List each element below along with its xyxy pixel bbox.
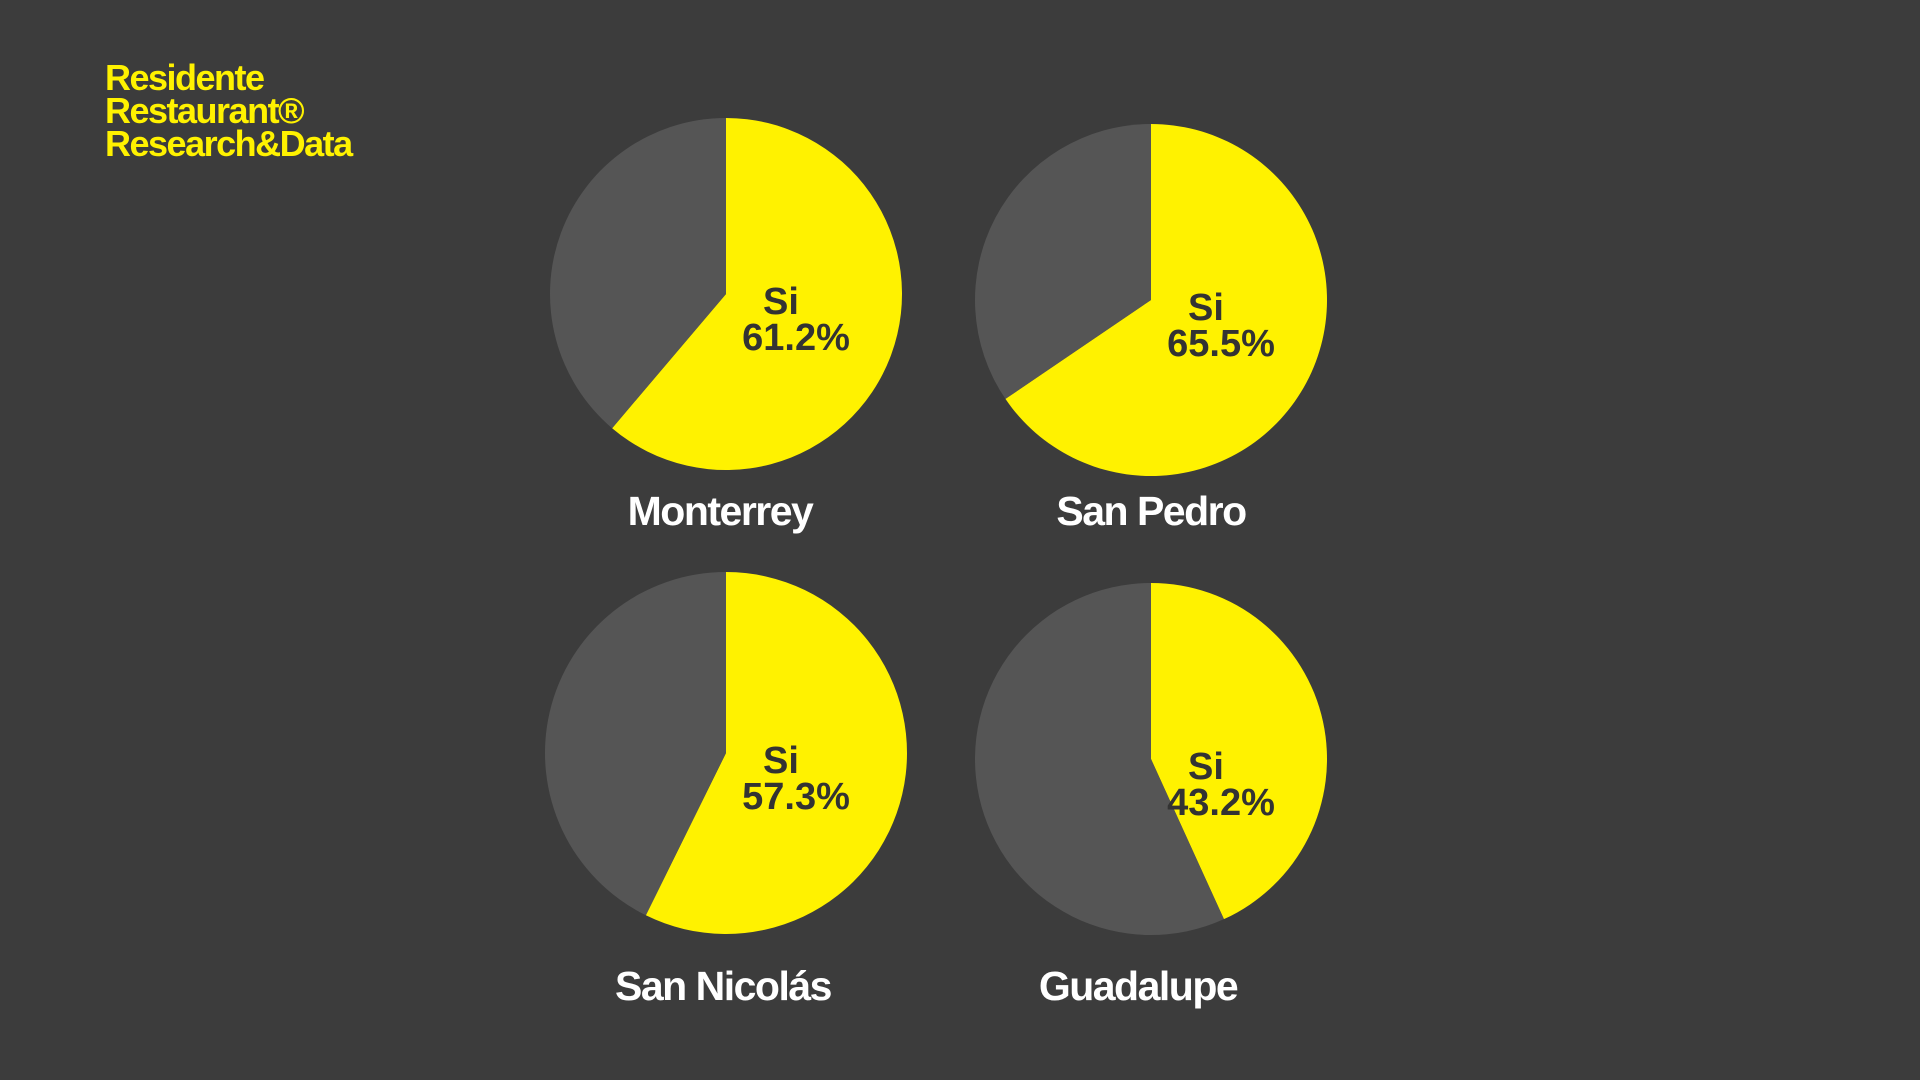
slice-value-label: 57.3% [742,776,850,818]
pie-slice [1151,583,1327,920]
pie-title: San Nicolás [615,963,832,1009]
slice-category: Si [763,281,799,323]
pie-slice [544,571,726,916]
pie-title: San Pedro [1056,488,1246,534]
slice-value-label: 61.2% [742,317,850,359]
slice-category: Si [1188,746,1224,788]
brand-line: Restaurant® [105,90,304,131]
pie-slice [645,572,907,934]
pie-slice [550,118,726,429]
pie-slice [975,583,1224,935]
slice-category: Si [763,740,799,782]
brand-line: Research&Data [105,123,354,164]
pie-slice [975,124,1151,399]
brand-line: Residente [105,57,264,98]
slice-value-label: 43.2% [1167,782,1275,824]
slice-category: Si [1188,287,1224,329]
pie-title: Guadalupe [1039,963,1238,1009]
slice-value-label: 65.5% [1167,323,1275,365]
pie-slice [612,118,902,470]
pie-title: Monterrey [628,488,814,534]
pie-slice [1005,124,1328,476]
